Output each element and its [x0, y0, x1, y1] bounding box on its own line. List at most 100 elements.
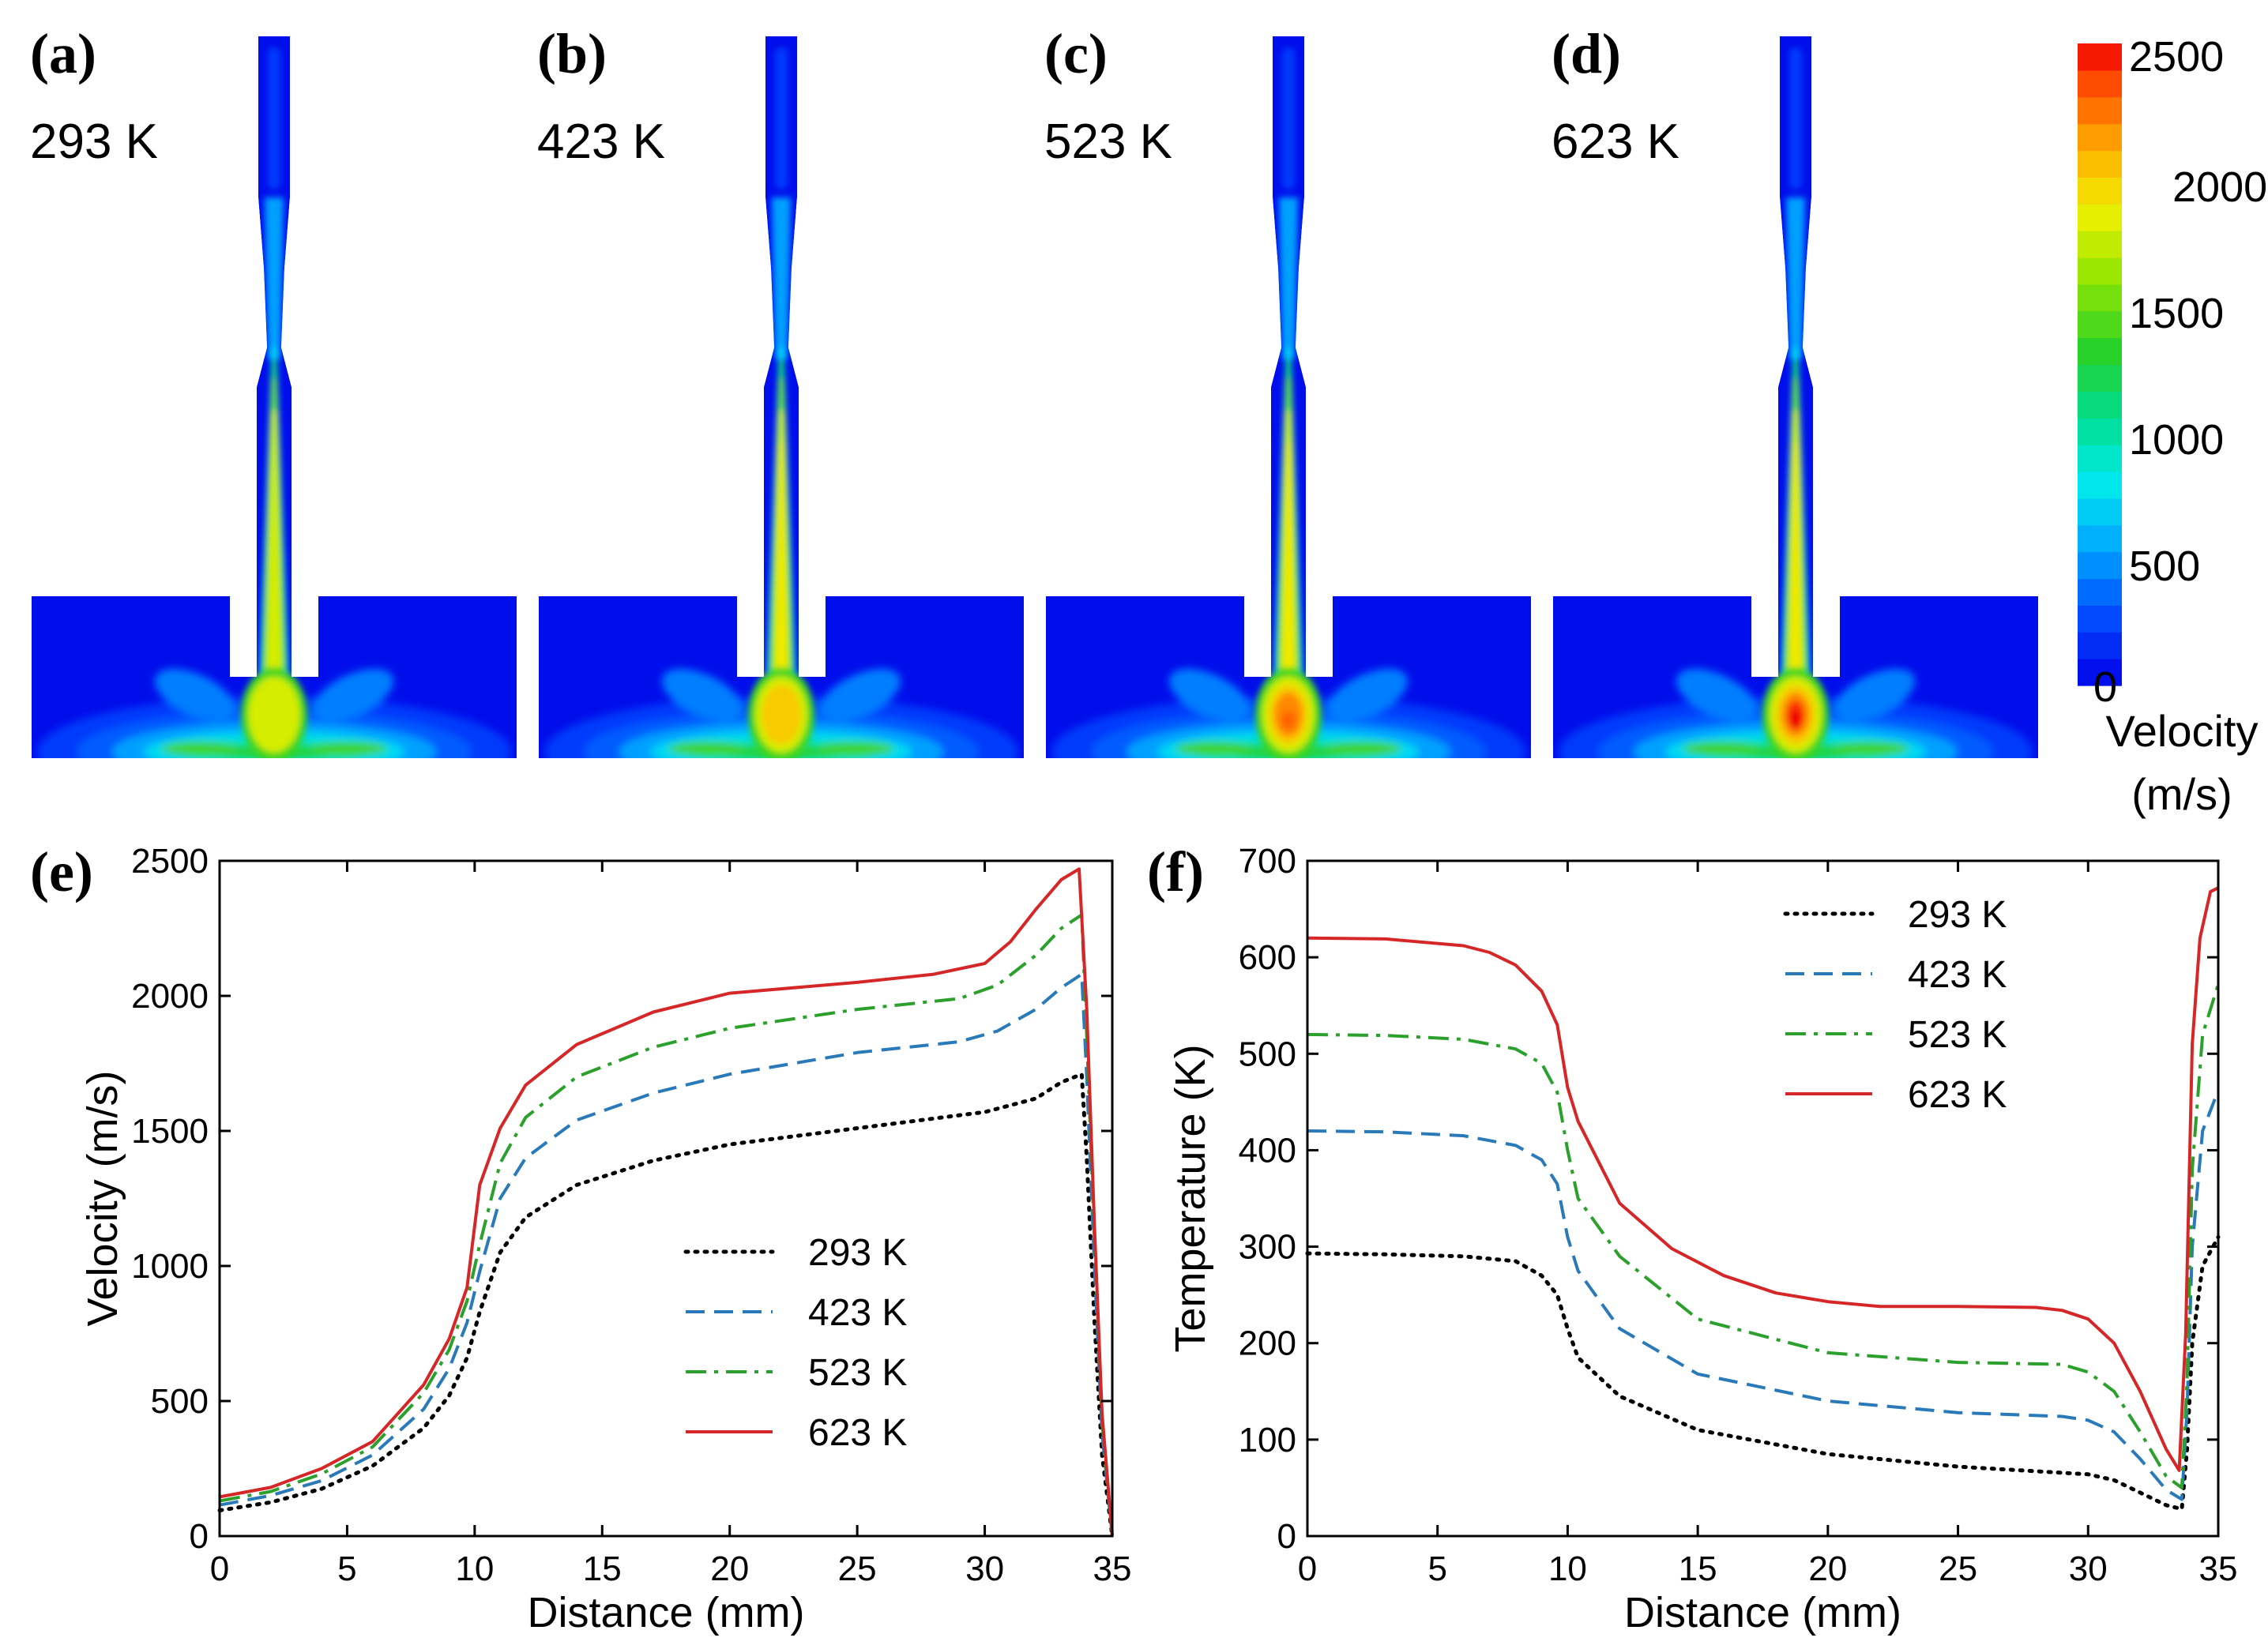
chart-f-legend: 293 K 423 K 523 K 623 K — [1783, 894, 2007, 1116]
wall-hotspot — [668, 742, 744, 756]
peak-velocity-core — [774, 711, 788, 730]
side-lobe — [819, 668, 901, 722]
legend-label: 293 K — [808, 1232, 907, 1274]
panel-f-label: (f) — [1147, 840, 1204, 903]
y-tick-label: 300 — [1239, 1228, 1296, 1267]
panel-c-temperature: 523 K — [1044, 115, 1172, 169]
x-tick-label: 35 — [2199, 1549, 2238, 1588]
wall-hotspot — [1833, 742, 1909, 756]
converging-section — [772, 197, 791, 359]
contour-panel-c — [1046, 36, 1531, 758]
colorbar-level — [2078, 391, 2122, 419]
colorbar-level — [2078, 605, 2122, 633]
series-line-423-k — [219, 972, 1114, 1537]
series-line-423-k — [1307, 1089, 2220, 1501]
y-tick-label: 700 — [1239, 842, 1296, 881]
side-lobe — [661, 668, 743, 722]
colorbar-level — [2078, 231, 2122, 258]
colorbar-level — [2078, 69, 2122, 98]
velocity-line-chart: 0 5 10 15 20 25 30 35 0 500 1000 1500 2000 2500 Dista… — [79, 842, 1131, 1636]
legend-label: 423 K — [808, 1292, 907, 1334]
colorbar-tick-2000: 2000 — [2172, 163, 2267, 211]
velocity-contour-panels — [32, 36, 2038, 758]
inlet-core — [775, 47, 788, 190]
x-tick-label: 5 — [1427, 1549, 1446, 1588]
colorbar-level — [2078, 177, 2122, 205]
colorbar-level — [2078, 551, 2122, 580]
colorbar-tick-2500: 2500 — [2129, 33, 2224, 81]
colorbar-level — [2078, 96, 2122, 125]
y-tick-label: 200 — [1239, 1324, 1296, 1363]
temperature-line-chart: 0 5 10 15 20 25 30 35 0 100 200 300 400 500 600 700 Dis… — [1167, 842, 2237, 1636]
jet-layer — [775, 442, 788, 742]
y-tick-label: 400 — [1239, 1131, 1296, 1170]
jet-layer — [268, 442, 280, 742]
colorbar-level — [2078, 632, 2122, 659]
colorbar-level — [2078, 310, 2122, 339]
panel-d-temperature: 623 K — [1551, 115, 1679, 169]
inlet-core — [268, 47, 280, 190]
x-tick-label: 20 — [1808, 1549, 1847, 1588]
x-tick-label: 20 — [710, 1549, 749, 1588]
y-tick-label: 500 — [151, 1382, 209, 1421]
jet-layer — [1282, 442, 1295, 742]
colorbar-level — [2078, 524, 2122, 553]
converging-section — [1279, 197, 1298, 359]
x-tick-label: 30 — [965, 1549, 1004, 1588]
y-tick-label: 1500 — [131, 1112, 209, 1151]
panel-e-label: (e) — [30, 840, 93, 903]
wall-hotspot — [161, 742, 237, 756]
contour-panel-d — [1553, 36, 2038, 758]
y-tick-label: 1000 — [131, 1247, 209, 1286]
x-tick-label: 10 — [455, 1549, 494, 1588]
series-line-623-k — [1307, 886, 2219, 1472]
x-tick-label: 5 — [337, 1549, 356, 1588]
legend-label: 623 K — [808, 1412, 907, 1454]
peak-velocity-core — [267, 711, 281, 730]
series-line-293-k — [217, 1072, 1115, 1538]
contour-panel-b — [539, 36, 1024, 758]
wall-hotspot — [311, 742, 387, 756]
colorbar-level — [2078, 43, 2122, 71]
x-tick-label: 35 — [1093, 1549, 1132, 1588]
colorbar-level — [2078, 123, 2122, 152]
colorbar-level — [2078, 257, 2122, 285]
x-tick-label: 25 — [1939, 1549, 1977, 1588]
series-line-293-k — [1305, 1234, 2221, 1512]
velocity-colorbar — [2078, 43, 2122, 686]
side-lobe — [1834, 668, 1916, 722]
panel-d-label: (d) — [1551, 22, 1621, 85]
wall-hotspot — [1683, 742, 1758, 756]
colorbar-level — [2078, 364, 2122, 392]
colorbar-level — [2078, 578, 2122, 606]
y-tick-label: 0 — [190, 1517, 209, 1556]
chart-f-frame — [1306, 859, 2220, 1538]
x-tick-label: 15 — [1679, 1549, 1717, 1588]
side-lobe — [312, 668, 394, 722]
chart-f-x-axis-label: Distance (mm) — [1624, 1589, 1901, 1636]
panel-a-temperature: 293 K — [30, 115, 158, 169]
y-tick-label: 500 — [1239, 1035, 1296, 1073]
side-lobe — [154, 668, 236, 722]
legend-label: 423 K — [1908, 954, 2007, 996]
colorbar-title-line1: Velocity — [2106, 706, 2259, 756]
legend-label: 523 K — [808, 1352, 907, 1394]
inlet-core — [1789, 47, 1802, 190]
legend-label: 623 K — [1908, 1074, 2007, 1116]
inlet-core — [1282, 47, 1295, 190]
side-lobe — [1326, 668, 1409, 722]
contour-panel-a — [32, 36, 517, 758]
peak-velocity-core — [1281, 711, 1296, 730]
chart-e-y-axis-label: Velocity (m/s) — [79, 1070, 126, 1326]
colorbar-tick-500: 500 — [2129, 543, 2200, 590]
colorbar-tick-0: 0 — [2093, 663, 2117, 711]
converging-section — [265, 197, 284, 359]
wall-hotspot — [1326, 742, 1401, 756]
converging-section — [1786, 197, 1805, 359]
colorbar-title-line2: (m/s) — [2131, 769, 2232, 819]
colorbar-tick-1500: 1500 — [2129, 290, 2224, 337]
x-tick-label: 25 — [838, 1549, 877, 1588]
side-lobe — [1676, 668, 1758, 722]
chart-e-x-axis-label: Distance (mm) — [527, 1589, 804, 1636]
